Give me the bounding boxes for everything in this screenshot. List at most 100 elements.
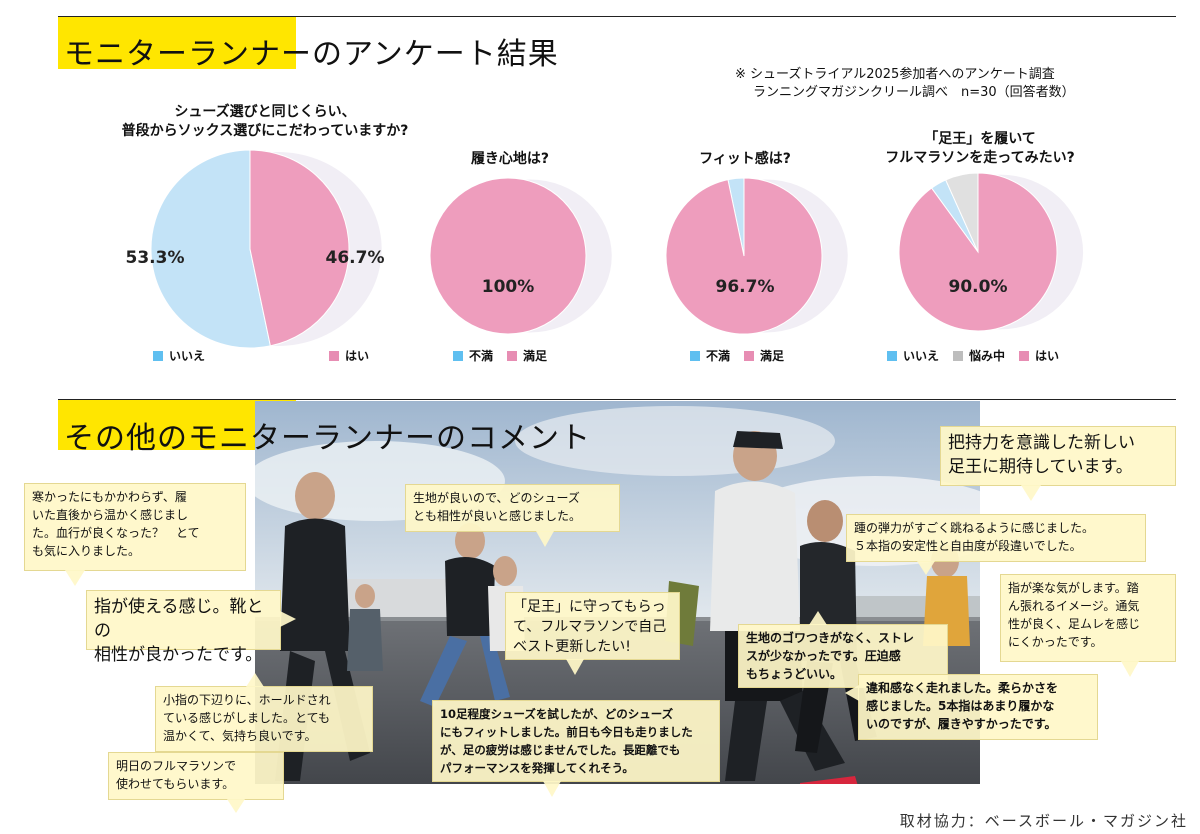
legend-item-yes: はい	[329, 347, 369, 364]
credit: 取材協力：ベースボール・マガジン社	[899, 812, 1188, 830]
bubble-tail	[566, 659, 584, 675]
chart4-question-line1: 「足王」を履いて	[924, 131, 1036, 147]
comment-bubble-2: 指が使える感じ。靴との 相性が良かったです。	[86, 590, 296, 665]
legend-label-satisfied: 満足	[760, 349, 785, 363]
legend-swatch-dissatisfied	[690, 350, 700, 361]
bubble-tail	[1021, 485, 1041, 501]
chart1-question: シューズ選びと同じくらい、 普段からソックス選びにこだわっていますか?	[55, 103, 475, 141]
legend-item-dissatisfied: 不満	[690, 347, 730, 364]
bubble-tail	[809, 611, 827, 625]
legend-swatch-satisfied	[744, 350, 755, 361]
comment-9-line1: 把持力を意識した新しい	[948, 433, 1135, 453]
comment-1-line4: も気に入りました。	[32, 544, 141, 558]
legend-item-no: いいえ	[153, 347, 205, 364]
bubble-tail	[543, 781, 561, 797]
chart4-pie: 90.0%	[898, 172, 1084, 332]
comment-bubble-11: 指が楽な気がします。踏 ん張れるイメージ。通気 性が良く、足ムレを感じ にくかっ…	[1000, 574, 1176, 677]
pie-value-label: 46.7%	[326, 248, 385, 268]
chart2-question-line1: 履き心地は?	[470, 151, 550, 167]
legend-item-no: いいえ	[887, 347, 939, 364]
chart2-question: 履き心地は?	[420, 150, 600, 169]
comment-5-line1: 生地が良いので、どのシューズ	[413, 491, 580, 505]
comment-4-line2: 使わせてもらいます。	[116, 777, 235, 791]
comment-8-line1: 生地のゴワつきがなく、ストレ	[746, 631, 915, 645]
comment-bubble-10: 踵の弾力がすごく跳ねるように感じました。 ５本指の安定性と自由度が段違いでした。	[846, 514, 1146, 575]
pie-slice-満足	[429, 177, 587, 335]
comment-2-line2: 相性が良かったです。	[94, 645, 263, 665]
chart4-legend: いいえ 悩み中 はい	[887, 347, 1073, 364]
pie-slice-満足	[665, 177, 823, 335]
legend-swatch-no	[887, 350, 897, 361]
bubble-tail	[917, 561, 935, 575]
chart1-legend: いいえ はい	[153, 347, 383, 364]
chart3-pie: 96.7%	[665, 177, 848, 335]
chart3-legend: 不満 満足	[690, 347, 798, 364]
legend-label-unsure: 悩み中	[969, 349, 1006, 363]
section1-title: モニターランナーのアンケート結果	[64, 37, 559, 72]
legend-label-satisfied: 満足	[523, 349, 548, 363]
legend-label-yes: はい	[1035, 349, 1060, 363]
pie-value-label: 90.0%	[949, 277, 1008, 297]
chart2-legend: 不満 満足	[453, 347, 561, 364]
comment-3-line2: ている感じがしました。とても	[163, 711, 331, 725]
comment-6-line1: 「足王」に守ってもらっ	[513, 599, 666, 615]
legend-swatch-satisfied	[507, 350, 518, 361]
comment-1-line3: た。血行が良くなった？ とて	[32, 526, 200, 540]
pie-value-label: 96.7%	[716, 277, 775, 297]
legend-swatch-yes	[1019, 350, 1030, 361]
chart1-question-line1: シューズ選びと同じくらい、	[174, 104, 356, 120]
comment-bubble-9: 把持力を意識した新しい 足王に期待しています。	[940, 426, 1176, 501]
section1-highlight	[58, 17, 296, 69]
chart1-question-line2: 普段からソックス選びにこだわっていますか?	[121, 123, 409, 139]
survey-note-line2: ランニングマガジンクリール調べ n=30（回答者数）	[753, 85, 1075, 100]
legend-swatch-yes	[329, 350, 340, 361]
comment-10-line2: ５本指の安定性と自由度が段違いでした。	[854, 539, 1082, 553]
legend-item-satisfied: 満足	[507, 347, 547, 364]
top-rule	[58, 16, 1176, 17]
pie-slice-はい	[249, 149, 350, 347]
legend-label-dissatisfied: 不満	[706, 349, 731, 363]
comment-11-line2: ん張れるイメージ。通気	[1008, 599, 1140, 613]
legend-swatch-dissatisfied	[453, 350, 463, 361]
bubble-tail	[845, 685, 859, 701]
comment-bubble-12: 違和感なく走れました。柔らかさを 感じました。5本指はあまり履かな いのですが、…	[845, 674, 1098, 740]
legend-label-no: いいえ	[169, 349, 206, 363]
legend-swatch-unsure	[953, 350, 964, 361]
chart3-question: フィット感は?	[655, 150, 835, 169]
legend-label-no: いいえ	[903, 349, 940, 363]
bubble-tail	[1121, 661, 1139, 677]
legend-item-yes: はい	[1019, 347, 1059, 364]
pie-value-label: 100%	[482, 277, 535, 297]
comment-bubble-1: 寒かったにもかかわらず、履 いた直後から温かく感じまし た。血行が良くなった？ …	[24, 483, 246, 586]
bubble-tail	[536, 531, 554, 547]
comment-6-line3: ベスト更新したい!	[513, 639, 631, 655]
comment-11-line1: 指が楽な気がします。踏	[1008, 581, 1139, 595]
comment-1-line1: 寒かったにもかかわらず、履	[32, 490, 187, 504]
comment-bubble-7: 10足程度シューズを試したが、どのシューズ にもフィットしました。前日も今日も走…	[432, 700, 720, 797]
comment-2-line1: 指が使える感じ。靴との	[94, 597, 264, 641]
comment-3-line3: 温かくて、気持ち良いです。	[163, 729, 317, 743]
comment-bubble-6: 「足王」に守ってもらっ て、フルマラソンで自己 ベスト更新したい!	[505, 592, 680, 675]
comment-11-line3: 性が良く、足ムレを感じ	[1008, 617, 1141, 631]
comment-5-line2: とも相性が良いと感じました。	[413, 509, 582, 523]
chart3-question-line1: フィット感は?	[699, 151, 791, 167]
section2-rule	[58, 399, 1176, 400]
chart2-pie: 100%	[429, 177, 612, 335]
comment-7-line4: パフォーマンスを発揮してくれそう。	[440, 761, 634, 775]
legend-label-yes: はい	[345, 349, 370, 363]
section2-title: その他のモニターランナーのコメント	[64, 421, 591, 456]
legend-swatch-no	[153, 350, 163, 361]
chart4-question: 「足王」を履いて フルマラソンを走ってみたい?	[870, 130, 1090, 168]
legend-label-dissatisfied: 不満	[469, 349, 494, 363]
bubble-tail	[246, 673, 264, 687]
comment-8-line3: もちょうどいい。	[746, 667, 843, 681]
comment-bubble-5: 生地が良いので、どのシューズ とも相性が良いと感じました。	[405, 484, 620, 547]
legend-item-dissatisfied: 不満	[453, 347, 493, 364]
comment-3-line1: 小指の下辺りに、ホールドされ	[163, 693, 331, 707]
comment-10-line1: 踵の弾力がすごく跳ねるように感じました。	[854, 521, 1095, 535]
comment-6-line2: て、フルマラソンで自己	[513, 619, 667, 635]
bubble-tail	[65, 570, 85, 586]
pie-value-label: 53.3%	[126, 248, 185, 268]
comment-7-line3: が、足の疲労は感じませんでした。長距離でも	[440, 743, 681, 757]
legend-item-unsure: 悩み中	[953, 347, 1005, 364]
